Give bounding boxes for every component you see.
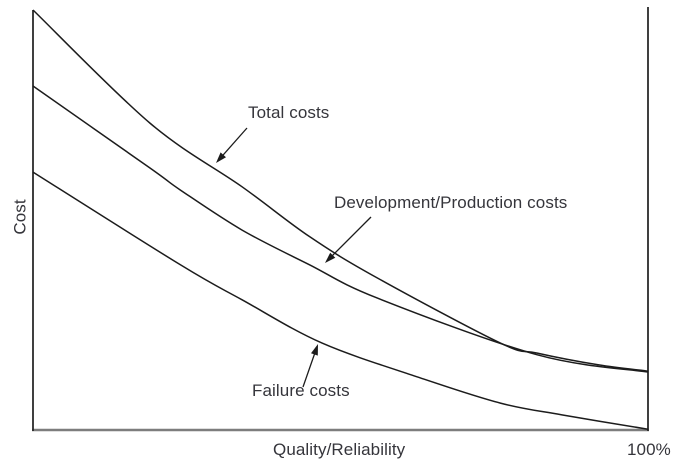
- failure-costs-arrowhead-icon: [311, 344, 318, 356]
- total-costs-arrow-line: [221, 127, 248, 157]
- total-costs-curve: [32, 9, 649, 372]
- development-production-costs-arrow-line: [330, 216, 372, 258]
- y-axis-label: Cost: [10, 199, 30, 235]
- x-axis-label: Quality/Reliability: [273, 440, 406, 459]
- total-costs-label: Total costs: [248, 103, 330, 122]
- development-production-costs-curve: [32, 85, 649, 373]
- failure-costs-arrow-line: [302, 352, 316, 388]
- development-production-costs-arrowhead-icon: [325, 252, 336, 263]
- total-costs-arrowhead-icon: [216, 152, 226, 163]
- x-axis-max-tick-label: 100%: [627, 440, 671, 459]
- failure-costs-curve: [32, 171, 649, 430]
- development-production-costs-label: Development/Production costs: [334, 193, 568, 212]
- failure-costs-label: Failure costs: [252, 381, 350, 400]
